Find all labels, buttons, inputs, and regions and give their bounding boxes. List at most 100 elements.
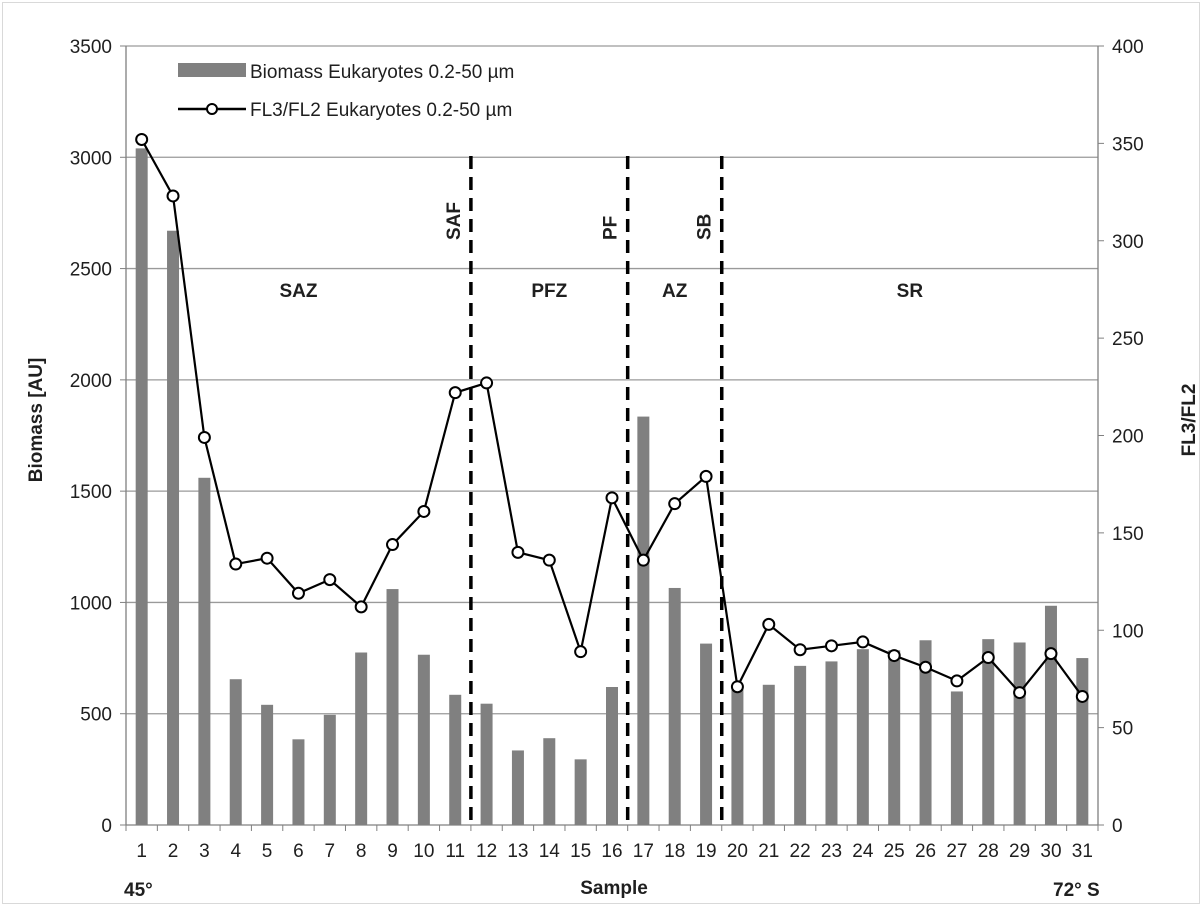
line-point xyxy=(480,376,494,390)
bar xyxy=(543,738,556,825)
y2-axis-title: FL3/FL2 xyxy=(1179,384,1200,457)
bar xyxy=(261,704,274,825)
line-point xyxy=(668,497,682,511)
line-point xyxy=(260,551,274,565)
x-tick-label: 25 xyxy=(884,841,905,862)
bar xyxy=(825,661,838,825)
line-point xyxy=(511,545,525,559)
y2-tick-label: 200 xyxy=(1112,427,1144,448)
line-point xyxy=(793,643,807,657)
x-axis-title: Sample xyxy=(580,878,648,899)
x-tick-label: 26 xyxy=(915,841,936,862)
bar xyxy=(386,589,399,825)
x-tick-label: 15 xyxy=(570,841,591,862)
line-point xyxy=(636,553,650,567)
y2-tick-label: 300 xyxy=(1112,232,1144,253)
x-tick-label: 3 xyxy=(199,841,210,862)
bar xyxy=(198,477,211,825)
x-tick-label: 1 xyxy=(136,841,147,862)
line-point xyxy=(135,132,149,146)
bar xyxy=(355,652,368,825)
line-point xyxy=(605,491,619,505)
y-tick-label: 1000 xyxy=(70,593,112,614)
line-point xyxy=(354,600,368,614)
front-label: SB xyxy=(695,214,716,240)
front-label: SAF xyxy=(444,202,465,240)
line-point xyxy=(981,651,995,665)
line-point xyxy=(730,680,744,694)
bar xyxy=(449,694,462,825)
x-tick-label: 31 xyxy=(1072,841,1093,862)
x-tick-label: 7 xyxy=(325,841,336,862)
x-tick-label: 17 xyxy=(633,841,654,862)
bar xyxy=(480,703,493,825)
line-point xyxy=(448,386,462,400)
x-tick-label: 13 xyxy=(507,841,528,862)
x-tick-label: 28 xyxy=(978,841,999,862)
front-lines xyxy=(469,156,724,825)
line-point xyxy=(229,557,243,571)
x-tick-label: 11 xyxy=(445,841,465,862)
tick-labels: 0 500 1000 1500 2000 2500 3000 3500 0 50 100 150 200… xyxy=(70,37,1144,862)
bar xyxy=(668,587,681,825)
bar xyxy=(292,739,305,825)
zone-labels: SAZ PFZ AZ SR xyxy=(279,281,923,302)
bar xyxy=(135,148,148,825)
legend-bar-label: Biomass Eukaryotes 0.2-50 µm xyxy=(250,62,514,83)
y-tick-label: 2000 xyxy=(70,371,112,392)
x-tick-label: 8 xyxy=(356,841,367,862)
line-point xyxy=(919,660,933,674)
x-tick-label: 18 xyxy=(664,841,685,862)
line-point xyxy=(166,189,180,203)
line-point xyxy=(887,649,901,663)
bar xyxy=(167,230,180,826)
zone-label: SAZ xyxy=(279,281,317,302)
y2-tick-label: 100 xyxy=(1112,621,1144,642)
y-tick-label: 1500 xyxy=(70,482,112,503)
zone-label: PFZ xyxy=(531,281,567,302)
y2-tick-label: 150 xyxy=(1112,524,1144,545)
bar xyxy=(919,640,932,825)
line-point xyxy=(762,617,776,631)
fl3-fl2-line xyxy=(135,132,1089,703)
biomass-bars xyxy=(135,148,1089,826)
x-end-label: 72° S xyxy=(1053,880,1100,901)
legend-bar-swatch xyxy=(178,63,246,77)
zone-label: AZ xyxy=(662,281,688,302)
bar xyxy=(417,654,430,825)
x-tick-label: 2 xyxy=(168,841,179,862)
x-tick-label: 9 xyxy=(387,841,398,862)
y-tick-label: 3000 xyxy=(70,148,112,169)
line-point xyxy=(197,430,211,444)
x-tick-label: 5 xyxy=(262,841,273,862)
x-tick-label: 4 xyxy=(230,841,241,862)
x-tick-label: 30 xyxy=(1040,841,1061,862)
bar xyxy=(950,691,963,825)
bar xyxy=(511,750,524,825)
x-tick-label: 10 xyxy=(413,841,434,862)
gridlines xyxy=(126,45,1098,715)
bar xyxy=(1044,605,1057,825)
bar xyxy=(1076,658,1089,825)
line-point xyxy=(1013,686,1027,700)
bar xyxy=(982,639,995,825)
bar xyxy=(888,650,901,825)
line-point xyxy=(323,573,337,587)
legend-line-label: FL3/FL2 Eukaryotes 0.2-50 µm xyxy=(250,100,512,121)
line-point xyxy=(699,469,713,483)
x-tick-label: 6 xyxy=(293,841,304,862)
line-point xyxy=(417,504,431,518)
y-axis-title: Biomass [AU] xyxy=(26,358,47,483)
line-point xyxy=(856,635,870,649)
y2-tick-label: 400 xyxy=(1112,37,1144,58)
legend: Biomass Eukaryotes 0.2-50 µm FL3/FL2 Euk… xyxy=(178,62,514,121)
x-tick-label: 23 xyxy=(821,841,842,862)
bar xyxy=(762,684,775,825)
y-tick-label: 500 xyxy=(80,705,112,726)
y-tick-label: 3500 xyxy=(70,37,112,58)
legend-line-marker xyxy=(206,103,218,115)
bar xyxy=(323,714,336,825)
zone-label: SR xyxy=(897,281,924,302)
